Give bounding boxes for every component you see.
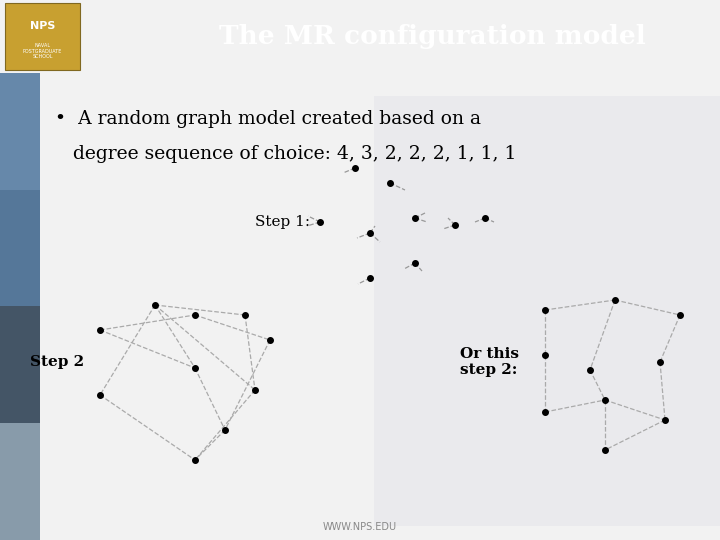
Bar bbox=[0, 190, 40, 306]
Text: Step 1:: Step 1: bbox=[255, 215, 310, 229]
Text: NPS: NPS bbox=[30, 22, 55, 31]
Text: Or this
step 2:: Or this step 2: bbox=[460, 347, 519, 377]
FancyBboxPatch shape bbox=[5, 3, 80, 70]
FancyBboxPatch shape bbox=[374, 96, 720, 526]
Text: •  A random graph model created based on a: • A random graph model created based on … bbox=[55, 110, 481, 128]
Text: The MR configuration model: The MR configuration model bbox=[219, 24, 645, 49]
Text: Step 2: Step 2 bbox=[30, 355, 84, 369]
Bar bbox=[0, 73, 40, 190]
Bar bbox=[0, 306, 40, 423]
Bar bbox=[0, 423, 40, 540]
Text: WWW.NPS.EDU: WWW.NPS.EDU bbox=[323, 522, 397, 532]
Text: degree sequence of choice: 4, 3, 2, 2, 2, 1, 1, 1: degree sequence of choice: 4, 3, 2, 2, 2… bbox=[55, 145, 516, 163]
Text: NAVAL
POSTGRADUATE
SCHOOL: NAVAL POSTGRADUATE SCHOOL bbox=[23, 43, 62, 59]
